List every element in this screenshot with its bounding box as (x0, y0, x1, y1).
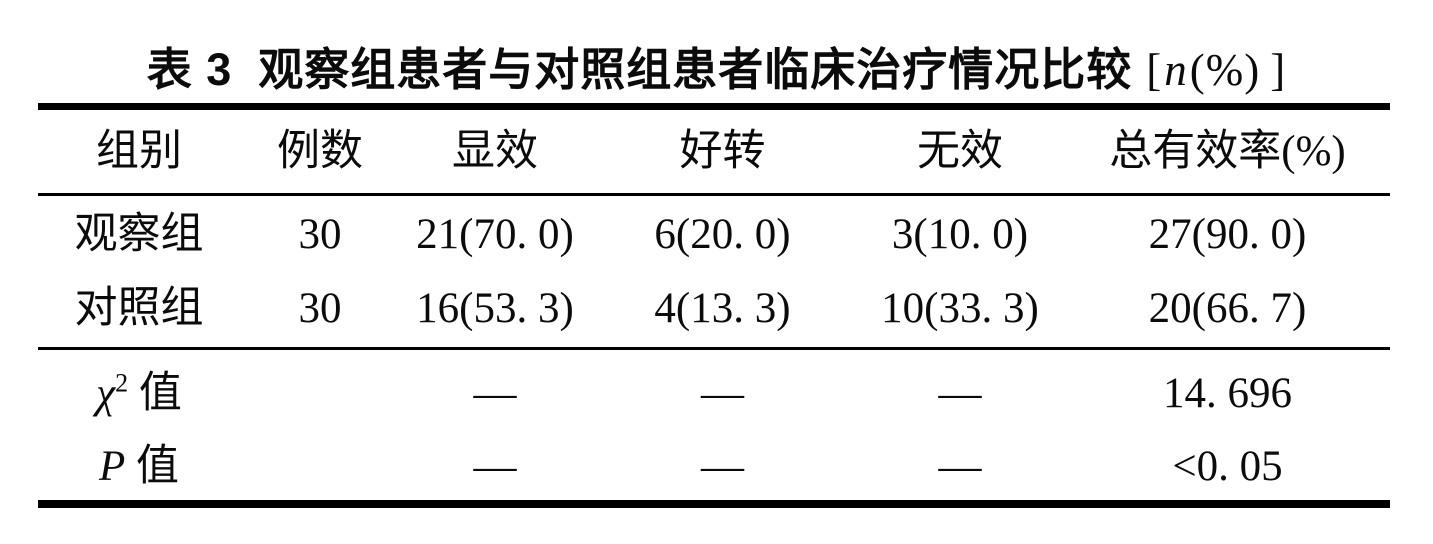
cell-improved: 6(20. 0) (654, 211, 791, 259)
table-row-control-group: 对照组 30 16(53. 3) 4(13. 3) 10(33. 3) 20(6… (38, 272, 1390, 346)
cell-ineffective: 10(33. 3) (881, 285, 1039, 333)
p-symbol: P (98, 443, 126, 491)
table-unit-notation: [n(%)] (1146, 45, 1286, 95)
p-value-label: P 值 (38, 443, 240, 490)
table-header-rule (38, 193, 1390, 196)
cell-marked-effect: 16(53. 3) (416, 285, 574, 333)
cell-total-effective-rate: 27(90. 0) (1148, 211, 1307, 259)
table-number-label: 表 3 (146, 44, 233, 95)
column-header-improved: 好转 (679, 127, 766, 175)
table-row-p-value: P 值 — — — <0. 05 (38, 436, 1390, 498)
cell-p-value: <0. 05 (1172, 443, 1283, 491)
cell-dash: — (701, 370, 744, 418)
table-title-text: 观察组患者与对照组患者临床治疗情况比较 (258, 44, 1133, 95)
cell-dash: — (938, 370, 982, 418)
row-label: 对照组 (74, 285, 204, 333)
cell-dash: — (473, 443, 517, 491)
cell-dash: — (938, 443, 982, 491)
chi-label-suffix: 值 (128, 370, 182, 418)
column-header-total-effective-rate: 总有效率(%) (1109, 127, 1346, 175)
table-top-rule (38, 103, 1390, 110)
chi-symbol: χ (96, 370, 116, 418)
cell-cases: 30 (298, 285, 342, 333)
table-header-row: 组别 例数 显效 好转 无效 总有效率(%) (38, 110, 1390, 193)
column-header-cases: 例数 (277, 127, 363, 175)
bracket-open: [ (1146, 45, 1163, 95)
cell-dash: — (701, 443, 744, 491)
cell-cases: 30 (298, 211, 342, 259)
cell-total-effective-rate: 20(66. 7) (1148, 285, 1307, 333)
cell-marked-effect: 21(70. 0) (416, 211, 574, 259)
row-label: 观察组 (74, 211, 204, 259)
column-header-ineffective: 无效 (917, 127, 1003, 175)
table-title: 表 3 观察组患者与对照组患者临床治疗情况比较 [n(%)] (0, 33, 1433, 98)
p-label-suffix: 值 (125, 443, 180, 491)
table-row-chi-square: χ2 值 — — — 14. 696 (38, 352, 1390, 436)
column-header-marked-effect: 显效 (452, 127, 538, 175)
cell-improved: 4(13. 3) (654, 285, 791, 333)
cell-dash: — (473, 370, 517, 418)
unit-percent: (%) (1189, 45, 1261, 95)
table-row-observation-group: 观察组 30 21(70. 0) 6(20. 0) 3(10. 0) 27(90… (38, 198, 1390, 272)
table-mid-rule (38, 347, 1390, 350)
column-header-group: 组别 (96, 127, 182, 175)
table-bottom-rule (38, 500, 1390, 508)
bracket-close: ] (1270, 45, 1287, 95)
unit-variable-n: n (1164, 45, 1188, 95)
cell-ineffective: 3(10. 0) (891, 211, 1029, 259)
chi-square-label: χ2 值 (38, 370, 240, 417)
cell-chi-square-value: 14. 696 (1163, 370, 1292, 418)
chi-superscript: 2 (115, 369, 129, 399)
